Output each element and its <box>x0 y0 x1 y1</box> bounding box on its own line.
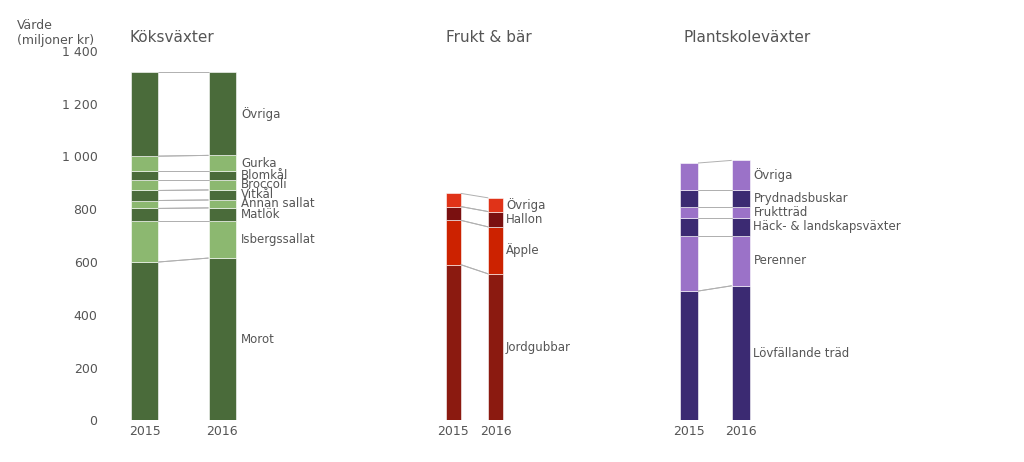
Text: Lövfällande träd: Lövfällande träd <box>754 346 850 359</box>
Bar <box>488 274 503 420</box>
Bar <box>209 180 236 190</box>
Bar <box>131 201 159 208</box>
Text: Vitkål: Vitkål <box>241 188 274 201</box>
Bar <box>488 198 503 212</box>
Bar <box>131 170 159 180</box>
Bar <box>446 265 461 420</box>
Bar <box>680 163 698 190</box>
Text: Värde
(miljoner kr): Värde (miljoner kr) <box>17 19 94 47</box>
Bar <box>446 194 461 207</box>
Text: Isbergssallat: Isbergssallat <box>241 233 315 246</box>
Text: Perenner: Perenner <box>754 254 807 267</box>
Bar <box>131 262 159 420</box>
Bar <box>209 190 236 200</box>
Text: Gurka: Gurka <box>241 157 276 170</box>
Bar <box>131 156 159 170</box>
Bar <box>680 218 698 236</box>
Bar <box>732 207 750 218</box>
Text: Fruktträd: Fruktträd <box>754 206 808 219</box>
Bar <box>131 190 159 201</box>
Bar <box>209 72 236 155</box>
Bar <box>680 190 698 207</box>
Text: Prydnadsbuskar: Prydnadsbuskar <box>754 192 848 205</box>
Bar <box>131 72 159 156</box>
Bar <box>209 170 236 180</box>
Text: Övriga: Övriga <box>506 198 546 212</box>
Bar <box>732 286 750 420</box>
Bar <box>732 190 750 207</box>
Text: Morot: Morot <box>241 333 274 346</box>
Bar <box>488 212 503 227</box>
Bar <box>209 155 236 170</box>
Bar <box>446 207 461 220</box>
Text: Köksväxter: Köksväxter <box>129 30 214 45</box>
Text: Blomkål: Blomkål <box>241 169 289 182</box>
Text: Hallon: Hallon <box>506 213 544 226</box>
Text: Frukt & bär: Frukt & bär <box>446 30 531 45</box>
Bar <box>680 207 698 218</box>
Text: Broccoli: Broccoli <box>241 178 288 191</box>
Bar <box>680 291 698 420</box>
Bar <box>131 180 159 190</box>
Bar <box>209 200 236 208</box>
Bar <box>446 220 461 265</box>
Text: Övriga: Övriga <box>754 168 793 182</box>
Text: Annan sallat: Annan sallat <box>241 197 314 210</box>
Bar <box>732 160 750 190</box>
Bar <box>488 227 503 274</box>
Bar <box>131 221 159 262</box>
Bar <box>732 218 750 236</box>
Bar <box>680 236 698 291</box>
Text: Häck- & landskapsväxter: Häck- & landskapsväxter <box>754 220 901 233</box>
Bar <box>131 208 159 221</box>
Text: Äpple: Äpple <box>506 243 540 257</box>
Bar <box>209 208 236 221</box>
Text: Övriga: Övriga <box>241 107 281 121</box>
Bar <box>209 258 236 420</box>
Text: Jordgubbar: Jordgubbar <box>506 340 571 353</box>
Text: Plantskoleväxter: Plantskoleväxter <box>683 30 810 45</box>
Bar <box>209 221 236 258</box>
Text: Matlök: Matlök <box>241 208 281 221</box>
Bar <box>732 236 750 286</box>
